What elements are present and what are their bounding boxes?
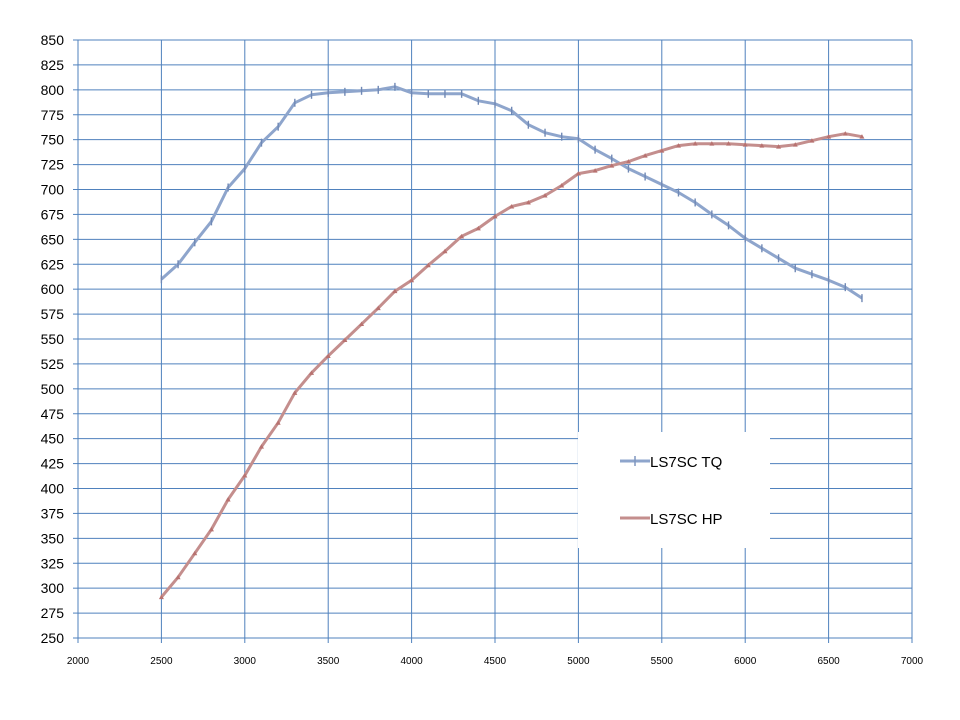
data-point-hp (842, 131, 848, 136)
data-point-hp (225, 496, 231, 502)
x-tick-label: 4500 (484, 656, 507, 667)
y-tick-label: 325 (41, 555, 65, 571)
legend-label-tq: LS7SC TQ (650, 454, 722, 471)
data-point-hp (742, 142, 748, 147)
y-tick-label: 725 (41, 157, 65, 173)
legend-label-hp: LS7SC HP (650, 511, 723, 528)
series-hp (158, 131, 865, 600)
x-tick-label: 2500 (150, 656, 173, 667)
data-point-hp (309, 370, 315, 375)
data-point-hp (859, 134, 865, 139)
data-point-hp (192, 550, 198, 556)
data-point-hp (709, 141, 715, 146)
y-axis-tick-labels: 250 275 300 325 350 375 400 425 450 475 500 525 550 5… (41, 32, 65, 646)
y-tick-label: 250 (41, 630, 65, 646)
data-point-hp (559, 183, 565, 188)
data-point-hp (609, 163, 615, 168)
legend: LS7SC TQ LS7SC HP (578, 432, 770, 548)
data-point-hp (675, 143, 681, 148)
x-tick-label: 2000 (67, 656, 90, 667)
data-point-hp (208, 526, 214, 532)
data-point-hp (325, 353, 331, 358)
data-point-hp (359, 321, 365, 327)
y-tick-label: 500 (41, 381, 65, 397)
y-tick-label: 675 (41, 206, 65, 222)
data-point-hp (792, 142, 798, 147)
x-tick-label: 5500 (651, 656, 674, 667)
x-tick-label: 7000 (901, 656, 924, 667)
legend-box (578, 432, 770, 548)
data-point-hp (475, 225, 481, 231)
data-point-hp (459, 233, 465, 239)
x-tick-label: 6000 (734, 656, 757, 667)
data-point-hp (392, 288, 398, 294)
data-point-hp (575, 171, 581, 176)
series-layer (158, 82, 865, 600)
y-tick-label: 625 (41, 256, 65, 272)
data-point-hp (642, 153, 648, 158)
y-tick-label: 775 (41, 107, 65, 123)
data-point-hp (542, 192, 548, 198)
data-point-hp (509, 203, 515, 209)
y-tick-label: 650 (41, 231, 65, 247)
data-point-hp (776, 144, 782, 149)
data-point-hp (625, 159, 631, 164)
y-tick-label: 375 (41, 505, 65, 521)
data-point-hp (275, 420, 281, 425)
x-axis-tick-labels: 2000 2500 3000 3500 4000 4500 5000 5500 6000 6500… (67, 656, 924, 667)
y-tick-label: 350 (41, 530, 65, 546)
data-point-hp (425, 262, 431, 268)
x-tick-label: 4000 (400, 656, 423, 667)
y-tick-label: 525 (41, 356, 65, 372)
y-tick-label: 300 (41, 580, 65, 596)
series-tq (160, 82, 863, 303)
y-tick-label: 850 (41, 32, 65, 48)
data-point-hp (442, 248, 448, 254)
data-point-hp (692, 141, 698, 146)
data-point-hp (826, 134, 832, 139)
y-tick-label: 475 (41, 406, 65, 422)
data-point-hp (175, 574, 181, 580)
y-tick-label: 800 (41, 82, 65, 98)
x-tick-label: 5000 (567, 656, 590, 667)
y-tick-label: 575 (41, 306, 65, 322)
y-tick-label: 275 (41, 605, 65, 621)
data-point-hp (525, 199, 531, 205)
data-point-hp (409, 277, 415, 283)
data-point-hp (726, 141, 732, 146)
data-point-hp (659, 148, 665, 153)
data-point-hp (759, 143, 765, 148)
y-tick-label: 550 (41, 331, 65, 347)
y-tick-label: 600 (41, 281, 65, 297)
data-point-hp (592, 168, 598, 173)
data-point-hp (809, 138, 815, 143)
data-point-hp (375, 305, 381, 311)
y-tick-label: 450 (41, 431, 65, 447)
data-point-hp (258, 444, 264, 449)
data-point-hp (158, 594, 164, 600)
x-tick-label: 3000 (234, 656, 257, 667)
data-point-hp (492, 213, 498, 219)
x-tick-label: 6500 (817, 656, 840, 667)
y-tick-label: 700 (41, 182, 65, 198)
y-tick-label: 400 (41, 481, 65, 497)
data-point-hp (342, 337, 348, 342)
data-point-hp (242, 473, 248, 478)
y-tick-label: 750 (41, 132, 65, 148)
data-point-hp (292, 390, 298, 395)
y-tick-label: 425 (41, 456, 65, 472)
y-tick-label: 825 (41, 57, 65, 73)
x-tick-label: 3500 (317, 656, 340, 667)
